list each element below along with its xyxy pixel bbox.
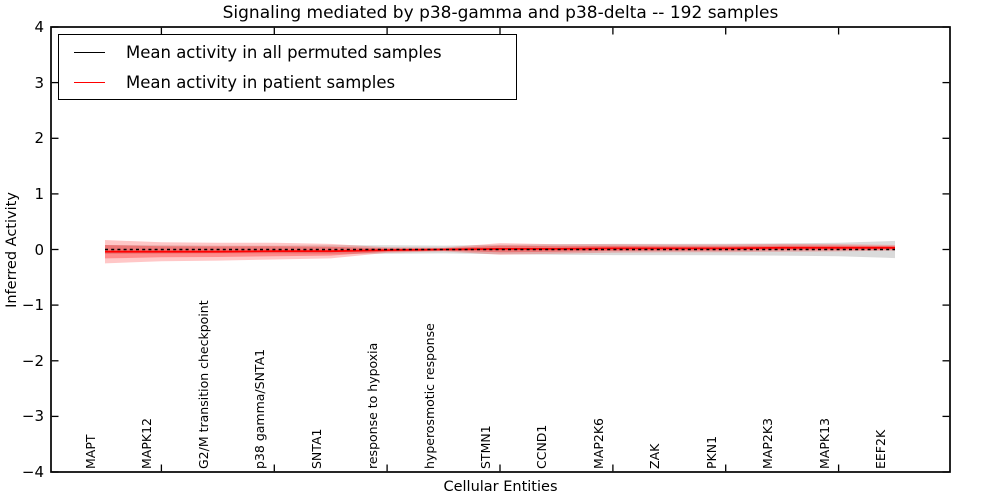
x-category-label: response to hypoxia [365, 342, 381, 469]
y-tick-label: 3 [34, 73, 44, 92]
y-tick-label: 2 [34, 129, 44, 148]
legend-entry-patient: Mean activity in patient samples [74, 69, 516, 96]
x-category-label: MAPK13 [816, 418, 832, 469]
y-tick-label: −3 [21, 407, 44, 426]
x-category-label: G2/M transition checkpoint [195, 300, 211, 469]
legend: Mean activity in all permuted samples Me… [58, 34, 517, 100]
legend-line-sample-red-icon [74, 81, 105, 83]
y-tick-label: −2 [21, 351, 44, 370]
x-category-label: SNTA1 [308, 428, 324, 469]
x-axis-title: Cellular Entities [443, 479, 558, 495]
y-tick-label: 0 [34, 240, 44, 259]
y-tick-label: −4 [21, 463, 44, 481]
x-category-label: MAPK12 [139, 418, 155, 469]
legend-entry-permuted: Mean activity in all permuted samples [74, 39, 516, 66]
y-tick-label: 1 [34, 184, 44, 203]
x-category-label: p38 gamma/SNTA1 [252, 348, 268, 469]
x-category-label: MAP2K3 [760, 418, 776, 469]
x-category-label: CCND1 [534, 424, 550, 469]
x-category-label: MAP2K6 [590, 418, 606, 469]
y-tick-label: −1 [21, 296, 44, 315]
x-category-label: PKN1 [703, 435, 719, 469]
x-category-label: hyperosmotic response [421, 323, 437, 469]
chart-title: Signaling mediated by p38-gamma and p38-… [222, 3, 779, 23]
legend-label-permuted: Mean activity in all permuted samples [126, 42, 442, 62]
plot-area [50, 26, 951, 473]
legend-line-sample-black-icon [74, 51, 105, 53]
x-category-label: ZAK [647, 443, 663, 469]
y-axis-title: Inferred Activity [4, 192, 20, 308]
y-tick-label: 4 [34, 18, 44, 36]
legend-label-patient: Mean activity in patient samples [126, 72, 396, 92]
x-category-label: MAPT [83, 434, 98, 469]
x-category-label: STMN1 [478, 425, 493, 469]
x-category-label: EEF2K [873, 429, 888, 469]
